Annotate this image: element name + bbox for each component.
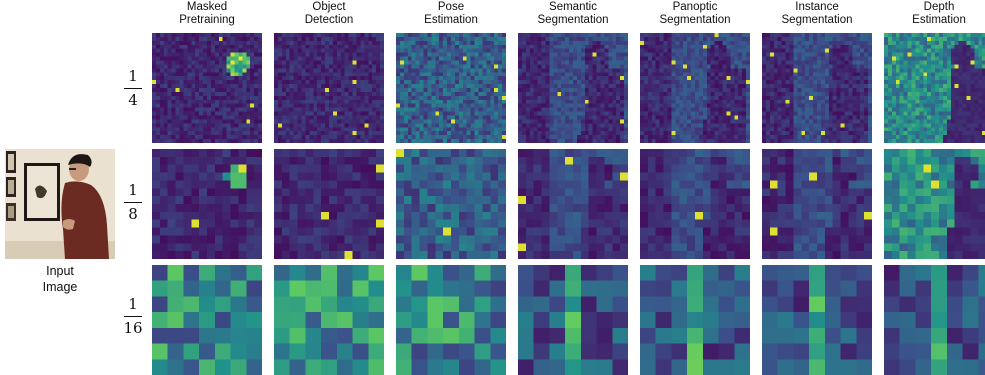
heatmap-semantic-segmentation-quarter xyxy=(518,33,628,143)
heatmap-object-detection-sixteenth xyxy=(274,265,384,375)
col-header-masked-pretraining: Masked Pretraining xyxy=(179,1,235,26)
fraction-denominator: 16 xyxy=(123,319,143,337)
col-header-object-detection: Object Detection xyxy=(304,1,354,26)
row-scale-sixteenth: 1 16 xyxy=(118,296,148,337)
heatmap-pose-estimation-eighth xyxy=(396,149,506,259)
heatmap-semantic-segmentation-sixteenth xyxy=(518,265,628,375)
heatmap-object-detection-quarter xyxy=(274,33,384,143)
col-header-instance-segmentation: Instance Segmentation xyxy=(781,1,853,26)
row-scale-eighth: 1 8 xyxy=(118,182,148,223)
col-header-panoptic-segmentation: Panoptic Segmentation xyxy=(659,1,731,26)
fraction-denominator: 4 xyxy=(128,91,138,109)
heatmap-masked-pretraining-quarter xyxy=(152,33,262,143)
heatmap-semantic-segmentation-eighth xyxy=(518,149,628,259)
heatmap-depth-estimation-quarter xyxy=(884,33,985,143)
heatmap-instance-segmentation-sixteenth xyxy=(762,265,872,375)
heatmap-panoptic-segmentation-eighth xyxy=(640,149,750,259)
heatmap-depth-estimation-eighth xyxy=(884,149,985,259)
heatmap-instance-segmentation-eighth xyxy=(762,149,872,259)
fraction-numerator: 1 xyxy=(128,295,138,313)
heatmap-object-detection-eighth xyxy=(274,149,384,259)
heatmap-pose-estimation-sixteenth xyxy=(396,265,506,375)
col-header-semantic-segmentation: Semantic Segmentation xyxy=(537,1,609,26)
heatmap-panoptic-segmentation-quarter xyxy=(640,33,750,143)
fraction-bar xyxy=(124,88,142,89)
heatmap-panoptic-segmentation-sixteenth xyxy=(640,265,750,375)
heatmap-depth-estimation-sixteenth xyxy=(884,265,985,375)
col-header-depth-estimation: Depth Estimation xyxy=(912,1,966,26)
row-scale-quarter: 1 4 xyxy=(118,68,148,109)
input-image xyxy=(5,149,115,259)
fraction-numerator: 1 xyxy=(128,181,138,199)
heatmap-masked-pretraining-sixteenth xyxy=(152,265,262,375)
fraction-numerator: 1 xyxy=(128,67,138,85)
heatmap-pose-estimation-quarter xyxy=(396,33,506,143)
fraction-denominator: 8 xyxy=(128,205,138,223)
col-header-pose-estimation: Pose Estimation xyxy=(424,1,478,26)
heatmap-masked-pretraining-eighth xyxy=(152,149,262,259)
heatmap-instance-segmentation-quarter xyxy=(762,33,872,143)
fraction-bar xyxy=(124,316,142,317)
input-image-label: Input Image xyxy=(42,264,78,294)
fraction-bar xyxy=(124,202,142,203)
